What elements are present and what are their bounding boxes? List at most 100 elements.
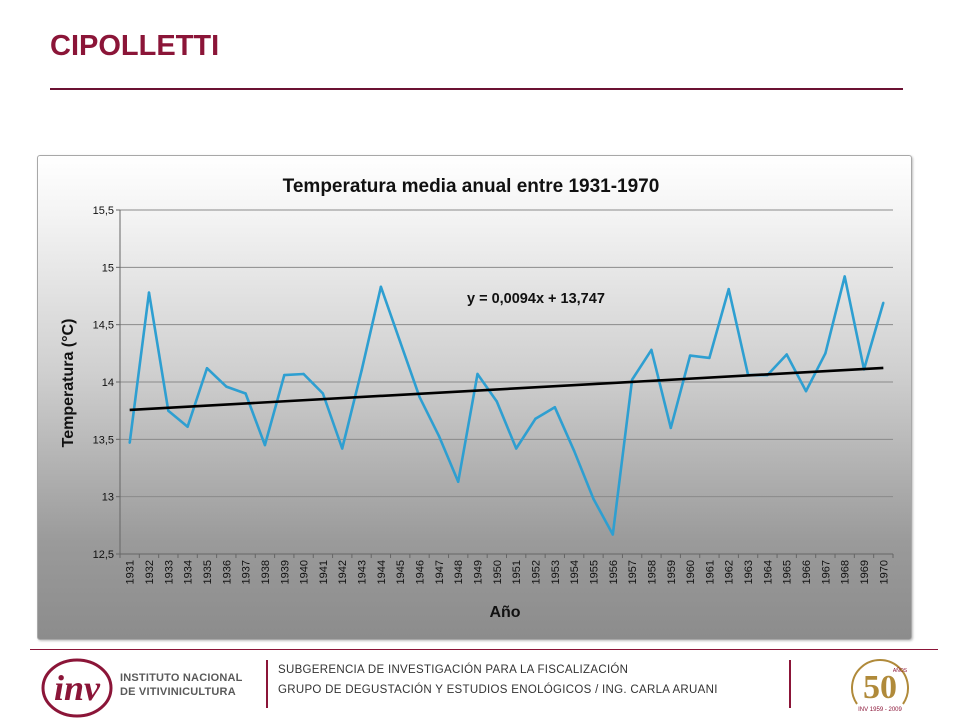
x-axis-label: Año	[489, 604, 520, 621]
data-point	[650, 348, 653, 352]
data-point	[244, 392, 247, 395]
data-point	[379, 285, 383, 289]
footer-department: SUBGERENCIA DE INVESTIGACIÓN PARA LA FIS…	[278, 664, 629, 676]
y-tick-label: 14	[102, 377, 114, 389]
x-axis-ticks: 1931 1932 1933 1934 1935 1936 1937 1938 1939 1940…	[119, 554, 894, 584]
y-tick-label: 15	[102, 262, 114, 274]
data-point	[727, 287, 730, 291]
x-tick-label: 1945	[395, 560, 407, 584]
data-point	[592, 497, 595, 501]
x-tick-label: 1962	[724, 560, 736, 584]
anniversary-years-small: AÑOS	[893, 667, 908, 674]
y-axis-label: Temperatura (°C)	[60, 319, 77, 448]
data-point	[514, 447, 518, 450]
data-point	[534, 417, 537, 420]
data-point	[708, 356, 711, 360]
x-tick-label: 1960	[685, 560, 697, 584]
x-tick-label: 1957	[627, 560, 639, 584]
data-point	[572, 449, 576, 452]
trend-line	[129, 366, 884, 412]
x-tick-label: 1954	[569, 560, 581, 584]
x-tick-label: 1938	[260, 560, 272, 584]
y-tick-label: 12,5	[93, 549, 114, 561]
anniversary-number: 50	[863, 669, 897, 706]
x-tick-label: 1964	[762, 560, 774, 584]
data-point	[186, 425, 189, 428]
footer-separator-left	[266, 660, 268, 708]
footer-group: GRUPO DE DEGUSTACIÓN Y ESTUDIOS ENOLÓGIC…	[278, 684, 718, 696]
x-tick-label: 1953	[550, 560, 562, 584]
inv-logo-icon: inv	[41, 658, 113, 718]
data-point	[321, 392, 325, 395]
x-tick-label: 1965	[782, 560, 794, 584]
x-tick-label: 1958	[646, 560, 658, 584]
x-tick-label: 1937	[241, 560, 253, 584]
y-tick-label: 13,5	[93, 434, 114, 446]
data-point	[360, 369, 363, 372]
institute-name-line1: INSTITUTO NACIONAL	[120, 672, 243, 684]
data-point	[418, 395, 421, 399]
x-tick-label: 1948	[453, 560, 465, 584]
x-tick-label: 1966	[801, 560, 813, 584]
x-tick-label: 1950	[492, 560, 504, 584]
data-point	[341, 447, 344, 450]
y-tick-label: 13	[102, 492, 114, 504]
data-point	[669, 426, 672, 430]
data-point	[302, 372, 305, 376]
title-divider	[50, 88, 903, 90]
x-tick-label: 1940	[299, 560, 311, 584]
x-tick-label: 1936	[221, 560, 233, 584]
x-tick-label: 1935	[202, 560, 214, 584]
data-point	[553, 406, 557, 409]
footer-divider	[30, 649, 938, 650]
x-tick-label: 1949	[473, 560, 485, 584]
data-point	[399, 340, 402, 344]
trendline-equation: y = 0,0094x + 13,747	[467, 291, 605, 307]
line-chart: Temperatura media anual entre 1931-1970 …	[60, 176, 894, 621]
data-point	[824, 352, 827, 355]
page-title: CIPOLLETTI	[50, 30, 220, 62]
axes	[119, 210, 893, 555]
x-tick-label: 1946	[415, 560, 427, 584]
institute-name-line2: DE VITIVINICULTURA	[120, 686, 236, 698]
data-point	[167, 409, 170, 412]
data-point	[611, 533, 614, 536]
anniversary-logo-icon: 50 AÑOS INV 1959 - 2009	[851, 659, 909, 713]
data-point	[205, 367, 209, 370]
y-axis-ticks: 12,5 13 13,5 14 14,5 15 15,5	[93, 205, 120, 561]
x-tick-label: 1944	[376, 560, 388, 584]
x-tick-label: 1933	[163, 560, 175, 584]
x-tick-label: 1952	[530, 560, 542, 584]
data-point	[843, 275, 846, 278]
data-point	[476, 372, 479, 376]
y-tick-label: 15,5	[93, 205, 114, 217]
x-tick-label: 1931	[125, 560, 137, 584]
anniversary-years: INV 1959 - 2009	[858, 707, 902, 713]
data-point	[804, 389, 808, 393]
x-tick-label: 1959	[666, 560, 678, 584]
x-tick-label: 1968	[840, 560, 852, 584]
data-point	[688, 354, 692, 357]
x-tick-label: 1967	[820, 560, 832, 584]
x-tick-label: 1969	[859, 560, 871, 584]
data-point	[128, 441, 131, 444]
data-point	[283, 373, 286, 377]
data-point	[225, 385, 228, 388]
data-point	[456, 480, 460, 483]
x-tick-label: 1961	[704, 560, 716, 584]
x-tick-label: 1942	[337, 560, 349, 584]
series-line	[128, 275, 885, 536]
data-point	[263, 443, 267, 447]
x-tick-label: 1943	[357, 560, 369, 584]
data-point	[630, 378, 634, 381]
data-point	[785, 353, 788, 356]
x-tick-label: 1932	[144, 560, 156, 584]
x-tick-label: 1970	[878, 560, 890, 584]
data-point	[495, 400, 499, 403]
footer-separator-right	[789, 660, 791, 708]
x-tick-label: 1947	[434, 560, 446, 584]
x-tick-label: 1955	[588, 560, 600, 584]
data-point	[437, 434, 441, 438]
data-point	[882, 301, 885, 305]
inv-logo-mark: inv	[54, 668, 101, 708]
